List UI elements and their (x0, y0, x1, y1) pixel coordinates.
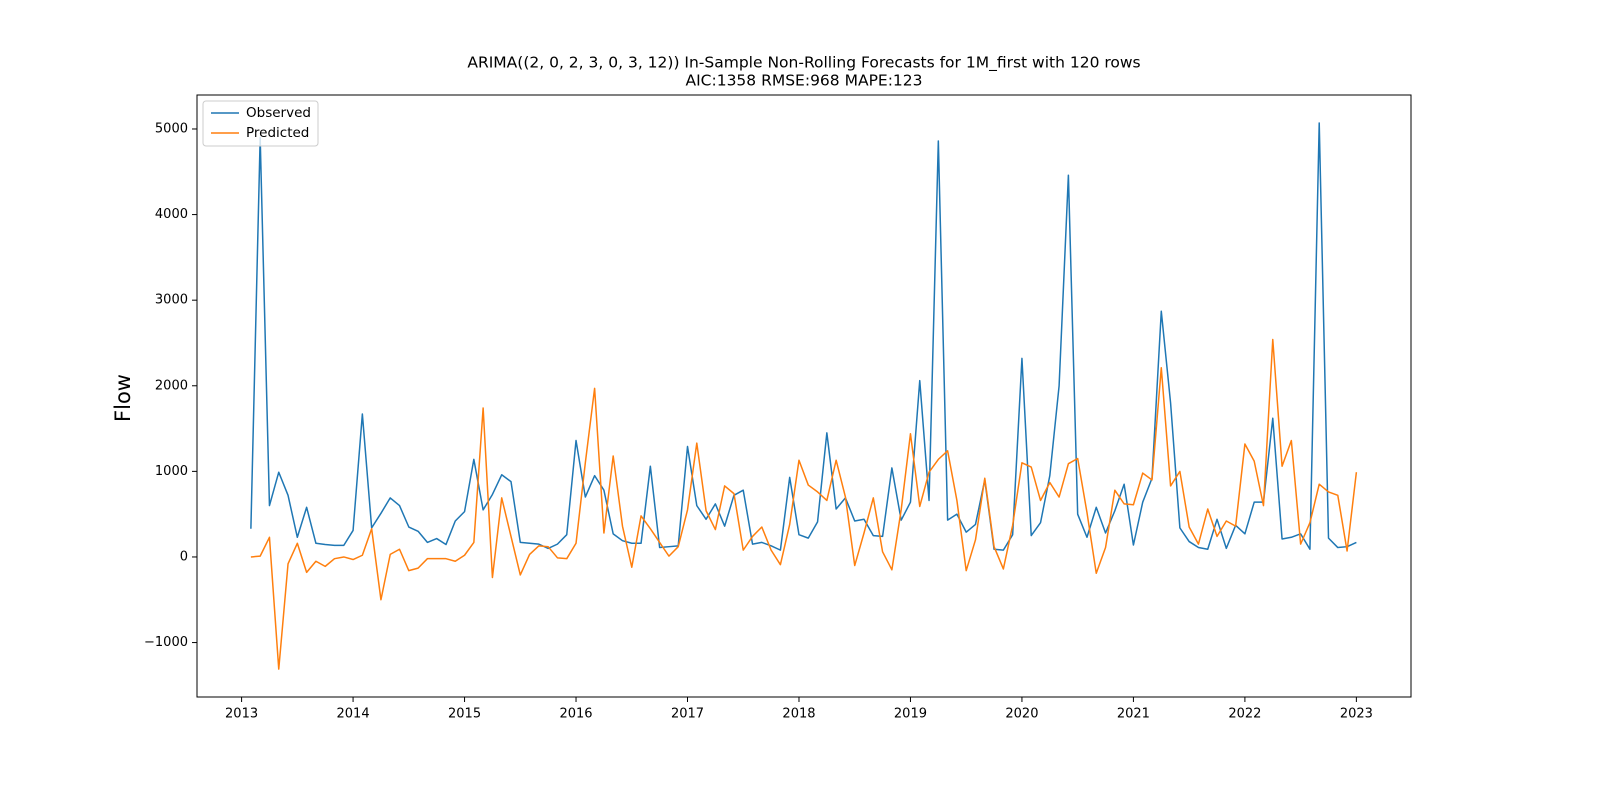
legend: Observed Predicted (202, 100, 319, 147)
x-tick-label: 2015 (448, 707, 481, 722)
y-tick-label: 3000 (155, 293, 188, 308)
series-line (250, 122, 1357, 551)
x-tick-label: 2013 (225, 707, 258, 722)
plot-frame (196, 94, 1412, 698)
series-line (250, 338, 1358, 670)
x-tick-label: 2018 (782, 707, 815, 722)
y-tick-label: 4000 (155, 207, 188, 222)
x-tick-label: 2020 (1005, 707, 1038, 722)
x-tick-label: 2016 (559, 707, 592, 722)
x-tick-label: 2017 (671, 707, 704, 722)
y-tick-label: −1000 (144, 635, 188, 650)
y-tick-label: 5000 (155, 121, 188, 136)
legend-label: Observed (246, 105, 311, 121)
x-tick-label: 2022 (1228, 707, 1261, 722)
y-axis-label: Flow (111, 374, 135, 422)
y-tick-label: 2000 (155, 378, 188, 393)
chart-title: ARIMA((2, 0, 2, 3, 0, 3, 12)) In-Sample … (467, 54, 1140, 73)
x-tick-label: 2014 (337, 707, 370, 722)
x-tick-label: 2021 (1117, 707, 1150, 722)
y-tick-label: 0 (180, 549, 188, 564)
chart-subtitle: AIC:1358 RMSE:968 MAPE:123 (685, 72, 922, 90)
x-tick-label: 2019 (894, 707, 927, 722)
x-tick-label: 2023 (1340, 707, 1373, 722)
y-tick-label: 1000 (155, 464, 188, 479)
legend-label: Predicted (246, 125, 309, 141)
